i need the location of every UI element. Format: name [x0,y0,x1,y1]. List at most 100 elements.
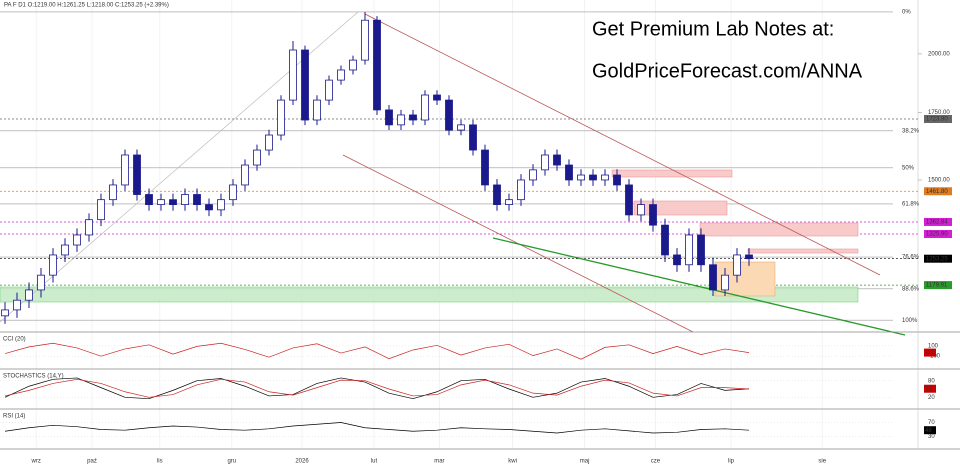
indicator-line [4,377,750,400]
price-label-box [924,187,952,196]
candle-body [409,114,417,121]
indicator-line [4,342,750,360]
x-tick-label: lis [157,459,163,465]
candle-body [73,234,81,246]
y-tick-label: 20 [928,395,935,401]
y-tick-label: 2000.00 [928,52,950,58]
candle-body [361,19,369,61]
candle-body [97,199,105,221]
resistance-zone [699,222,859,237]
candle-body [289,49,297,101]
candle-body [49,254,57,276]
x-tick-label: lut [371,459,378,465]
resistance-zone [633,200,728,216]
x-tick-label: sie [818,459,826,465]
candle-body [661,224,669,256]
candle-body [721,274,729,291]
fib-label: 88.6% [902,286,920,292]
trend-line [0,11,359,323]
candle-body [421,94,429,121]
candle-body [169,199,177,205]
candle-body [649,204,657,226]
price-label: 1461.80 [926,189,948,195]
indicator-line [4,422,750,434]
candle-body [85,219,93,236]
candle-body [733,254,741,276]
current-value: 48 [925,428,932,434]
panel-title: STOCHASTICS (14,Y) [3,374,64,380]
y-tick-label: 100 [928,343,939,349]
y-tick-label: 80 [928,378,935,384]
y-tick-label: 30 [928,434,935,440]
candle-body [745,254,753,260]
candle-body [625,184,633,216]
candle-body [61,244,69,256]
candle-body [301,49,309,121]
candle-body [157,199,165,205]
candle-body [697,234,705,266]
candle-body [685,234,693,266]
candle-body [109,184,117,201]
candle-body [673,254,681,266]
price-label: 1325.90 [926,232,948,238]
candle-body [121,154,129,186]
candle-body [265,134,273,151]
annotation: Get Premium Lab Notes at: [592,18,834,40]
candle-body [601,174,609,181]
price-label: 1362.84 [926,220,948,226]
candle-body [613,174,621,186]
fib-label: 38.2% [902,128,920,134]
panel-title: RSI (14) [3,414,25,420]
candle-body [37,274,45,291]
x-tick-label: paź [87,459,97,465]
annotation: GoldPriceForecast.com/ANNA [592,60,863,82]
header: PA F D1 O:1219.00 H:1261.25 L:1218.00 C:… [4,3,169,9]
current-value: -31 [925,350,934,356]
price-label-box [924,254,952,263]
candle-body [229,184,237,201]
candle-body [637,204,645,216]
x-tick-label: maj [580,459,590,465]
fib-label: 100% [902,318,918,324]
fib-label: 50% [902,165,915,171]
candle-body [349,59,357,71]
candle-body [445,99,453,131]
price-label: 1179.91 [926,283,948,289]
candle-body [565,164,573,181]
candle-body [325,79,333,101]
candle-body [181,194,189,205]
candle-body [133,154,141,195]
candle-body [517,179,525,201]
price-label-box [924,217,952,226]
price-label-box [924,230,952,239]
candle-body [397,114,405,126]
candle-body [553,154,561,166]
support-line [492,237,906,336]
x-tick-label: wrz [31,459,41,465]
resistance-zone [611,169,733,178]
fib-label: 0% [902,10,911,16]
price-label: 1253.25 [926,256,948,262]
candle-body [385,109,393,126]
price-label-box [924,281,952,290]
y-tick-label: 1750.00 [928,110,950,116]
y-tick-label: 1500.00 [928,178,950,184]
candle-body [253,149,261,166]
candle-body [493,184,501,205]
candle-body [337,69,345,81]
current-value-box [924,384,936,393]
support-zone [0,286,859,303]
candle-body [1,309,9,317]
current-value-box [924,426,936,435]
candle-body [577,174,585,181]
candle-body [505,199,513,205]
candle-body [481,149,489,186]
fib-label: 76.6% [902,255,920,261]
indicator-line [4,378,750,398]
candle-body [709,264,717,291]
candle-body [217,199,225,211]
fib-label: 61.8% [902,202,920,208]
candle-body [589,174,597,181]
candle-body [277,99,285,136]
